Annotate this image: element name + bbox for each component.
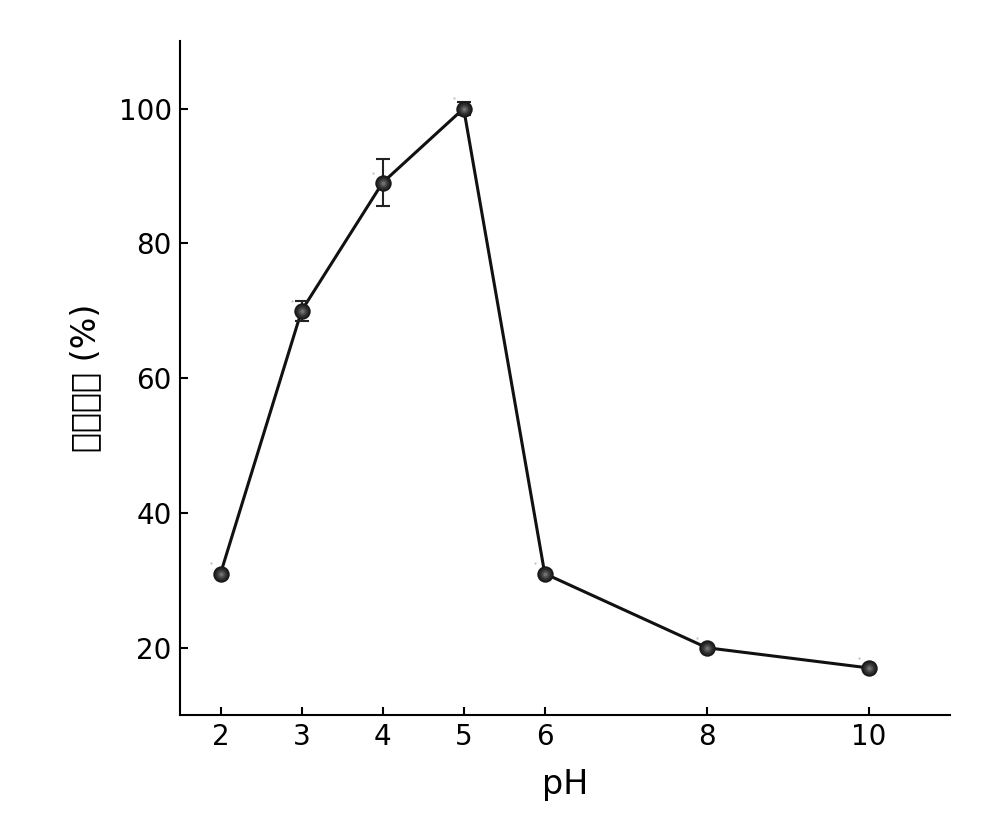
Point [213,567,229,580]
X-axis label: pH: pH [542,768,588,801]
Point [456,102,472,115]
Point [294,304,310,317]
Y-axis label: 相对活性 (%): 相对活性 (%) [69,304,102,452]
Point [537,567,553,580]
Point [294,304,310,317]
Point [213,567,229,580]
Point [537,567,553,580]
Point [699,641,715,654]
Point [699,641,715,654]
Point [456,102,472,115]
Point [203,557,219,570]
Point [861,662,877,675]
Point [446,92,462,105]
Point [537,567,553,580]
Point [861,662,877,675]
Point [456,102,472,115]
Point [689,631,705,644]
Point [294,304,310,317]
Point [537,567,553,580]
Point [375,176,391,189]
Point [527,557,543,570]
Point [851,651,867,664]
Point [375,176,391,189]
Point [213,567,229,580]
Point [375,176,391,189]
Point [699,641,715,654]
Point [213,567,229,580]
Point [861,662,877,675]
Point [861,662,877,675]
Point [365,166,381,179]
Point [294,304,310,317]
Point [456,102,472,115]
Point [699,641,715,654]
Point [284,294,300,307]
Point [375,176,391,189]
